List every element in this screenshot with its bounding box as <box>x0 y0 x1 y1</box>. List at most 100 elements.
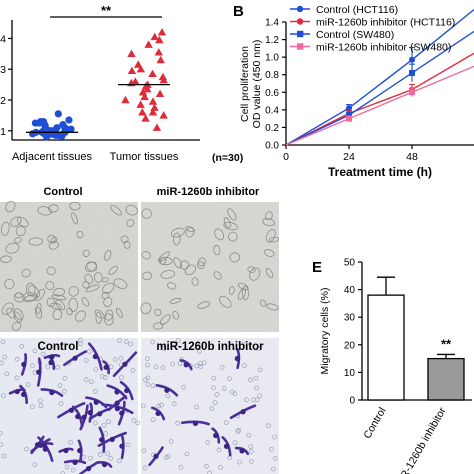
panel-a-point-tumor <box>134 60 143 68</box>
micrograph-pore <box>61 388 67 394</box>
micrograph-cell <box>82 249 90 258</box>
panel-a-xtick-adjacent: Adjacent tissues <box>12 151 93 163</box>
panel-b-ytick-label: 0.4 <box>265 105 279 116</box>
micrograph-pore <box>271 466 276 472</box>
panel-e-ylabel: Migratory cells (%) <box>319 288 331 375</box>
micrograph-cell <box>173 232 181 246</box>
panel-a-point-adjacent <box>58 132 66 140</box>
micrograph-pore <box>119 375 124 380</box>
micrograph-pore <box>45 364 51 369</box>
micrograph-cell <box>55 299 66 311</box>
panel-a-point-tumor <box>144 40 153 48</box>
micrograph-cell <box>47 234 56 244</box>
micrograph-pore <box>207 470 212 474</box>
micrograph-cell <box>95 311 102 324</box>
micrograph-cell <box>11 321 22 331</box>
micrograph-stained-nucleus <box>97 411 103 417</box>
panel-a-point-adjacent <box>54 110 62 118</box>
micrograph-cell <box>0 255 12 263</box>
micrograph-pore <box>219 365 225 370</box>
micrograph-pore <box>108 455 114 461</box>
panel-a-point-tumor <box>148 69 157 78</box>
panel-b-ylabel-line2: OD value (450 nm) <box>251 40 263 129</box>
micrograph-pore <box>153 364 159 370</box>
micrograph-stained-nucleus <box>36 369 42 375</box>
micrograph-cell <box>14 236 22 244</box>
micrograph-cell <box>108 265 118 276</box>
micrograph-pore <box>150 417 156 423</box>
micrograph-cell <box>125 204 138 216</box>
micrograph-pore <box>144 356 150 361</box>
micrograph-pore <box>145 362 150 368</box>
micrograph-cell <box>104 250 112 261</box>
panel-b-ytick-label: 1.0 <box>265 53 279 64</box>
micrograph-pore <box>248 459 254 464</box>
micrograph-stained-nucleus <box>92 353 98 360</box>
panel-e-significance: ** <box>441 336 452 351</box>
micrograph-stained-nucleus <box>239 448 245 454</box>
micrograph-stained-nucleus <box>38 442 44 448</box>
panel-b-ytick-label: 1.2 <box>265 35 279 46</box>
panel-b-legend: Control (HCT116)miR-1260b inhibitor (HCT… <box>290 4 455 53</box>
micrograph-cell <box>46 297 56 308</box>
panel-b-series-line <box>285 30 474 146</box>
micrograph-stained-nucleus <box>155 410 161 417</box>
micrograph-cell <box>104 313 114 326</box>
micrograph-cell <box>13 311 22 323</box>
micrograph-pore <box>32 348 38 354</box>
micrograph-pore <box>70 467 76 473</box>
micrograph-stained-nucleus <box>114 400 120 406</box>
panel-e-xtick-inhibitor: miR-1260b inhibitor <box>393 405 449 474</box>
micrograph-cell <box>50 302 62 310</box>
panel-b-legend-marker <box>296 5 304 13</box>
micrograph-pore <box>171 401 177 407</box>
panel-a-significance: ** <box>101 3 112 18</box>
panel-e-bar <box>367 294 405 401</box>
panel-b-ytick-label: 0.6 <box>265 88 279 99</box>
micrograph-pore <box>142 465 148 471</box>
panel-e-ytick-label: 50 <box>344 258 356 269</box>
panel-a-point-tumor <box>140 92 149 101</box>
micrograph-pore <box>145 382 151 387</box>
micrograph-stained-nucleus <box>48 359 54 366</box>
panel-b-letter: B <box>233 3 244 20</box>
micrograph-cell <box>48 204 59 213</box>
micrograph-top-label-inhibitor: miR-1260b inhibitor <box>157 186 260 198</box>
panel-b-point <box>346 112 352 119</box>
micrograph-stained-nucleus <box>119 443 125 449</box>
micrograph-cell <box>51 294 67 301</box>
micrograph-cell <box>140 302 152 315</box>
micrograph-stained-nucleus <box>42 446 48 452</box>
micrograph-stained-nucleus <box>192 420 199 427</box>
micrograph-cell <box>85 284 100 293</box>
micrograph-cell <box>10 216 22 227</box>
micrograph-cell <box>103 297 113 307</box>
panel-b-ticks: 0.0 0.2 0.4 0.6 0.8 1.0 1.2 1.4 0 24 48 <box>265 18 418 164</box>
panel-e-letter: E <box>312 259 322 276</box>
micrograph-pore <box>211 375 217 381</box>
micrograph-cell <box>173 257 182 269</box>
micrograph-pore <box>68 439 73 445</box>
micrograph-pore <box>103 431 109 436</box>
micrograph-pore <box>216 447 222 453</box>
panel-a-ytick-label: 1 <box>0 126 6 138</box>
micrograph-pore <box>0 360 4 366</box>
micrograph-cell <box>228 231 238 242</box>
panel-b-ylabel-line1: Cell proliferation <box>239 46 251 122</box>
panel-a-scatter: 1 2 3 4 ** Adjacent tissues Tumor tissues (… <box>0 3 243 164</box>
micrograph-cell <box>37 206 52 216</box>
micrograph-cell <box>5 242 20 254</box>
micrograph-pore <box>237 459 242 465</box>
micrograph-stained-nucleus <box>49 354 55 360</box>
panel-e-y-ticks: 0 10 20 30 40 50 <box>344 258 362 407</box>
micrograph-pore <box>272 456 278 461</box>
micrograph-grid: Control miR-1260b inhibitor Control miR-… <box>0 186 280 474</box>
micrograph-pore <box>25 382 31 387</box>
micrograph-stained-nucleus <box>122 361 128 367</box>
micrograph-stained-nucleus <box>101 461 108 468</box>
micrograph-pore <box>212 400 218 405</box>
micrograph-pore <box>248 444 254 449</box>
panel-a-point-tumor <box>155 89 165 98</box>
panel-a-ytick-label: 3 <box>0 64 6 76</box>
